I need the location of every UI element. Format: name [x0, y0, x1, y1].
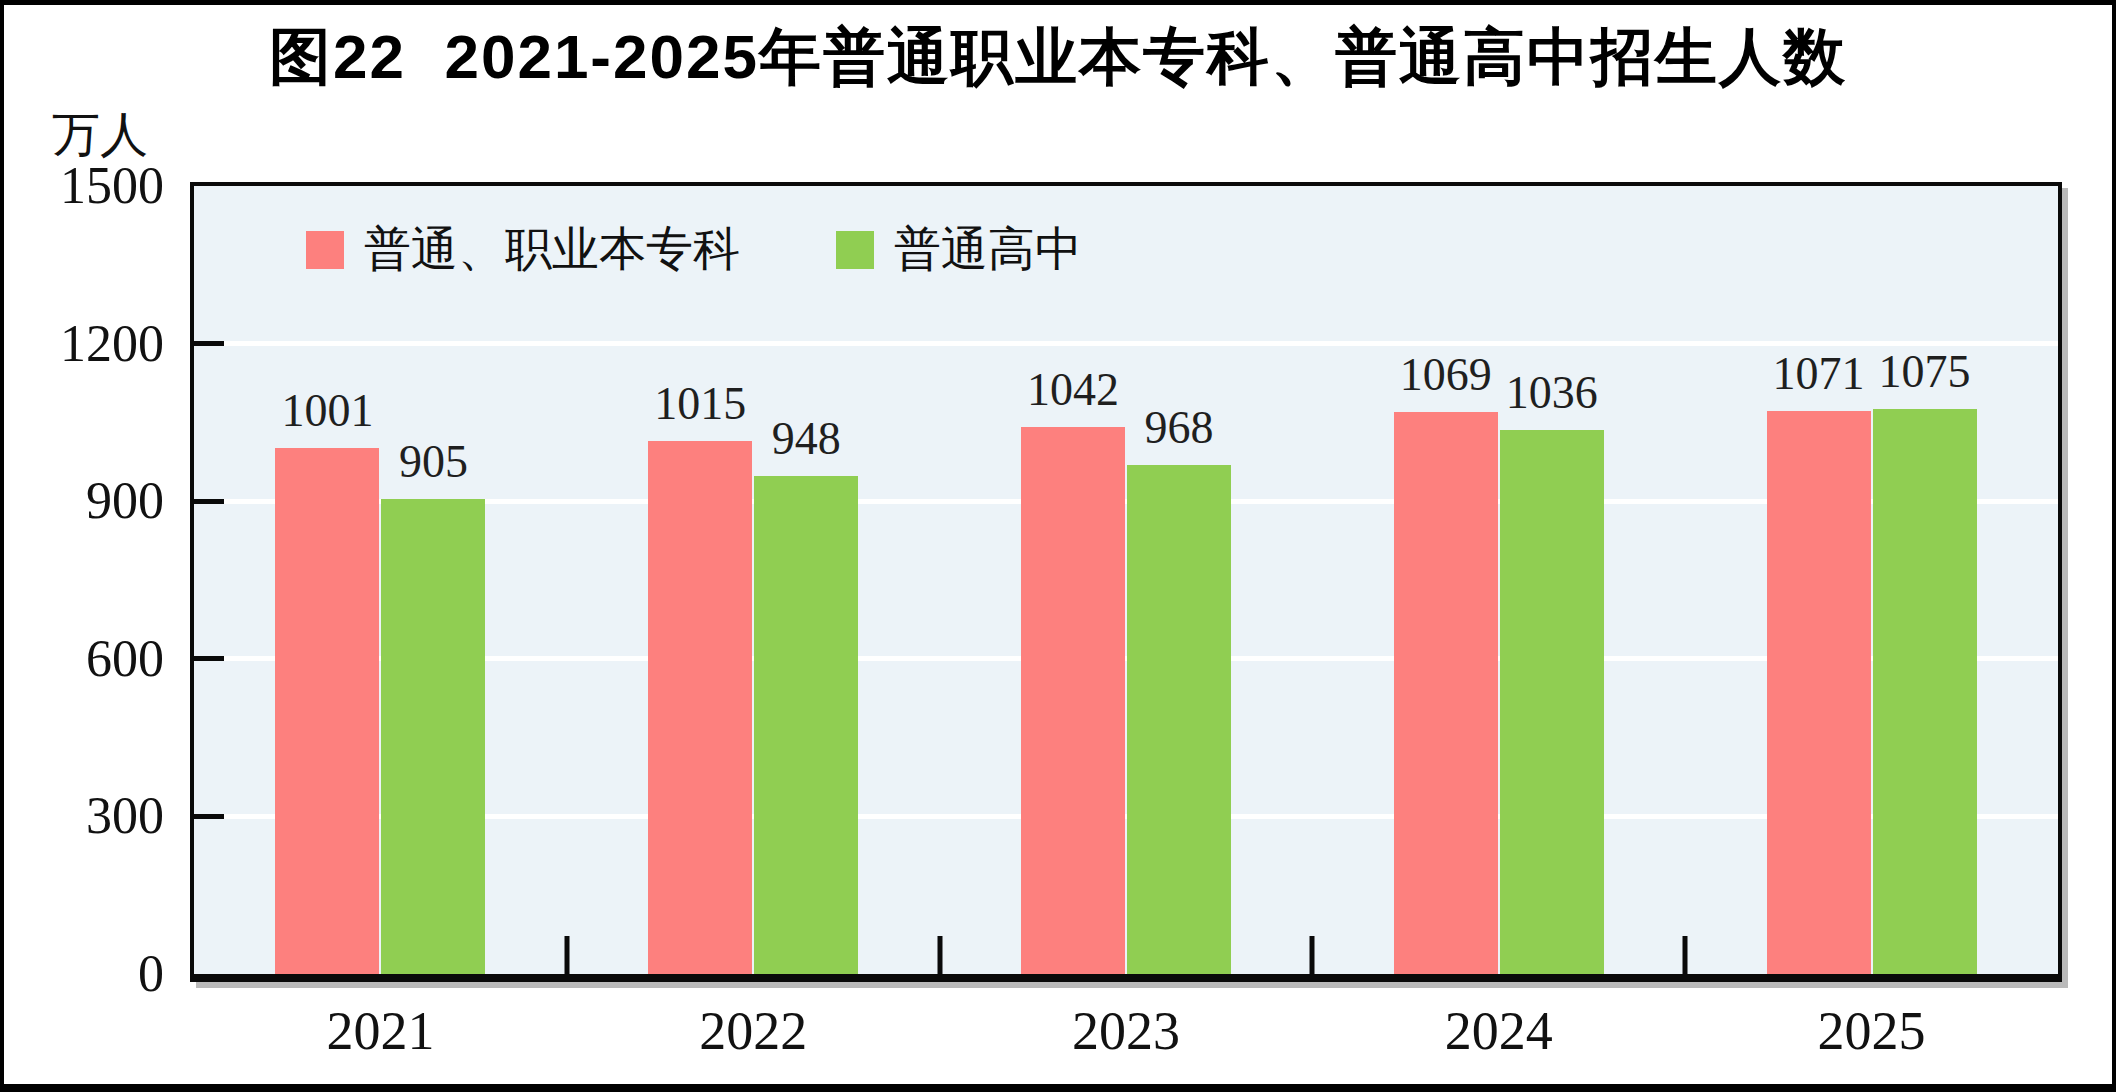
- y-axis-tick-300: [194, 814, 224, 819]
- figure-frame: 图22 2021-2025年普通职业本专科、普通高中招生人数 万人 030060…: [0, 0, 2116, 1092]
- bar-wrap-2025-s0: 1071: [1767, 411, 1871, 974]
- y-axis-tick-600: [194, 656, 224, 661]
- bar-2025-s0: [1767, 411, 1871, 974]
- x-category-label-2023: 2023: [940, 1000, 1313, 1062]
- bar-wrap-2024-s1: 1036: [1500, 430, 1604, 974]
- bar-2021-s0: [275, 448, 379, 974]
- bar-2022-s0: [648, 441, 752, 974]
- y-axis-tick-900: [194, 499, 224, 504]
- bar-value-label-2024-s0: 1069: [1400, 352, 1492, 398]
- y-tick-label-0: 0: [4, 948, 164, 1000]
- bar-value-label-2024-s1: 1036: [1506, 370, 1598, 416]
- x-axis-tick-4: [1683, 936, 1688, 974]
- x-category-label-2022: 2022: [567, 1000, 940, 1062]
- bar-wrap-2022-s1: 948: [754, 476, 858, 974]
- bar-group-2021: 1001905: [194, 186, 567, 974]
- x-axis-tick-1: [564, 936, 569, 974]
- bar-2021-s1: [381, 499, 485, 974]
- legend-swatch-red: [306, 231, 344, 269]
- bar-wrap-2021-s0: 1001: [275, 448, 379, 974]
- chart-title: 图22 2021-2025年普通职业本专科、普通高中招生人数: [4, 15, 2112, 99]
- x-axis-category-labels: 20212022202320242025: [194, 1000, 2058, 1062]
- bar-value-label-2022-s0: 1015: [654, 381, 746, 427]
- bar-value-label-2023-s0: 1042: [1027, 367, 1119, 413]
- bar-2022-s1: [754, 476, 858, 974]
- legend-label-series-0: 普通、职业本专科: [364, 218, 740, 281]
- bar-wrap-2025-s1: 1075: [1873, 409, 1977, 974]
- legend-item-series-1: 普通高中: [836, 218, 1082, 281]
- bar-wrap-2021-s1: 905: [381, 499, 485, 974]
- bar-2025-s1: [1873, 409, 1977, 974]
- bar-2024-s1: [1500, 430, 1604, 974]
- bar-wrap-2023-s0: 1042: [1021, 427, 1125, 974]
- bar-group-2025: 10711075: [1685, 186, 2058, 974]
- bar-wrap-2022-s0: 1015: [648, 441, 752, 974]
- bar-group-2023: 1042968: [940, 186, 1313, 974]
- x-category-label-2024: 2024: [1312, 1000, 1685, 1062]
- y-tick-label-300: 300: [4, 790, 164, 842]
- bar-value-label-2025-s1: 1075: [1879, 349, 1971, 395]
- bar-wrap-2023-s1: 968: [1127, 465, 1231, 974]
- y-axis-tick-1200: [194, 341, 224, 346]
- bar-value-label-2021-s1: 905: [399, 439, 468, 485]
- plot-area: 1001905101594810429681069103610711075 普通…: [190, 182, 2062, 982]
- y-tick-label-600: 600: [4, 633, 164, 685]
- bar-value-label-2022-s1: 948: [772, 416, 841, 462]
- x-category-label-2025: 2025: [1685, 1000, 2058, 1062]
- x-axis-tick-2: [937, 936, 942, 974]
- bar-group-2022: 1015948: [567, 186, 940, 974]
- legend-label-series-1: 普通高中: [894, 218, 1082, 281]
- bar-value-label-2025-s0: 1071: [1773, 351, 1865, 397]
- bar-value-label-2023-s1: 968: [1144, 405, 1213, 451]
- bar-2024-s0: [1394, 412, 1498, 974]
- y-tick-label-1200: 1200: [4, 318, 164, 370]
- x-category-label-2021: 2021: [194, 1000, 567, 1062]
- y-tick-label-1500: 1500: [4, 160, 164, 212]
- bar-group-2024: 10691036: [1312, 186, 1685, 974]
- x-axis-tick-3: [1310, 936, 1315, 974]
- bar-groups: 1001905101594810429681069103610711075: [194, 186, 2058, 974]
- bar-value-label-2021-s0: 1001: [281, 388, 373, 434]
- bar-wrap-2024-s0: 1069: [1394, 412, 1498, 974]
- legend-swatch-green: [836, 231, 874, 269]
- legend-item-series-0: 普通、职业本专科: [306, 218, 740, 281]
- bar-2023-s0: [1021, 427, 1125, 974]
- legend: 普通、职业本专科 普通高中: [306, 218, 1082, 281]
- y-tick-label-900: 900: [4, 475, 164, 527]
- bar-2023-s1: [1127, 465, 1231, 974]
